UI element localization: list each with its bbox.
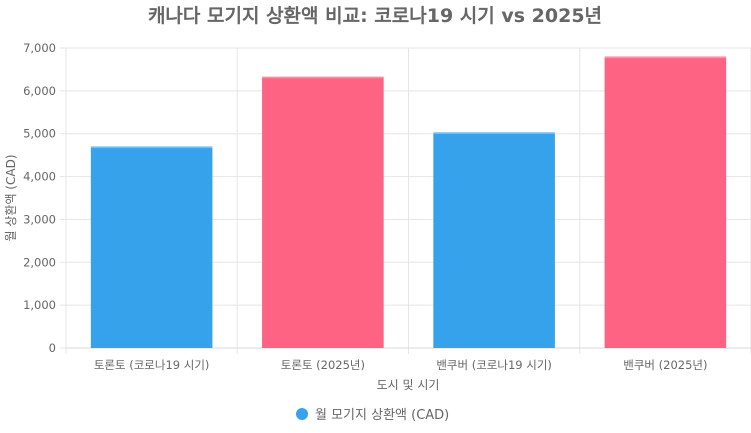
y-tick-label: 3,000	[23, 212, 56, 226]
y-tick-label: 2,000	[23, 255, 56, 269]
y-tick-label: 5,000	[23, 127, 56, 141]
x-axis-ticks: 토론토 (코로나19 시기) 토론토 (2025년) 밴쿠버 (코로나19 시기) 밴…	[94, 358, 708, 372]
x-axis-title: 도시 및 시기	[377, 378, 440, 392]
y-tick-label: 0	[49, 341, 56, 355]
y-tick-label: 4,000	[23, 170, 56, 184]
bar[interactable]	[262, 76, 384, 348]
x-tick-label: 밴쿠버 (코로나19 시기)	[436, 358, 552, 372]
bar[interactable]	[604, 56, 727, 348]
x-tick-label: 토론토 (코로나19 시기)	[94, 358, 210, 372]
bar[interactable]	[433, 132, 555, 348]
bars	[90, 56, 727, 348]
legend-marker	[295, 407, 309, 421]
y-tick-label: 1,000	[23, 298, 56, 312]
y-tick-label: 7,000	[23, 41, 56, 55]
legend-label: 월 모기지 상환액 (CAD)	[315, 408, 449, 423]
y-tick-label: 6,000	[23, 84, 56, 98]
bar[interactable]	[90, 146, 213, 348]
y-axis-title: 월 상환액 (CAD)	[4, 155, 18, 242]
x-tick-label: 토론토 (2025년)	[281, 358, 365, 372]
y-axis-ticks: 0 1,000 2,000 3,000 4,000 5,000 6,000 7,000	[23, 41, 56, 355]
chart-title: 캐나다 모기지 상환액 비교: 코로나19 시기 vs 2025년	[148, 5, 602, 27]
legend[interactable]: 월 모기지 상환액 (CAD)	[295, 407, 450, 424]
x-tick-label: 밴쿠버 (2025년)	[623, 358, 707, 372]
